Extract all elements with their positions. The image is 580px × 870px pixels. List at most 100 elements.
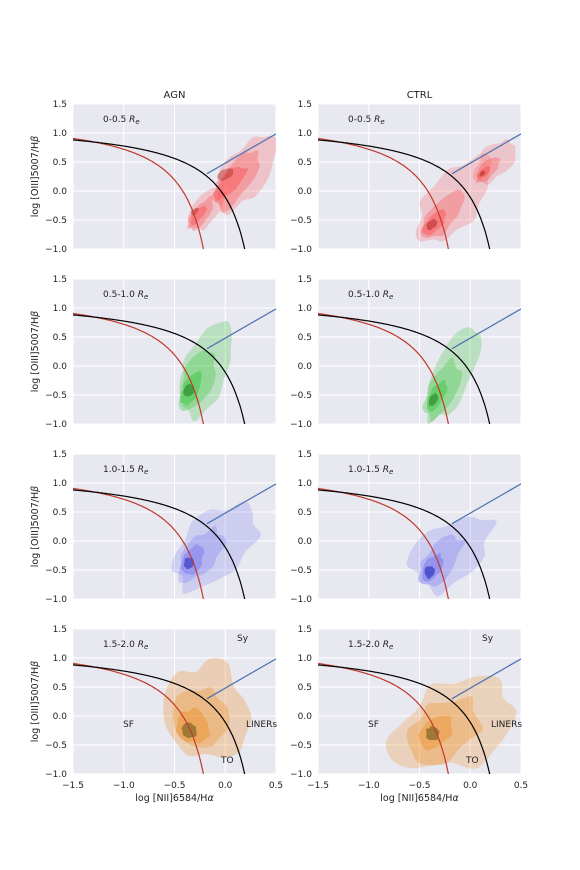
region-label-sy: Sy (482, 634, 494, 644)
y-tick-label: 0.5 (53, 683, 67, 693)
y-tick-label: 1.5 (53, 625, 67, 635)
y-tick-label: −0.5 (45, 566, 67, 576)
region-label-to: TO (220, 756, 234, 766)
y-tick-label: −1.0 (290, 245, 312, 255)
density-contour (479, 170, 486, 177)
y-tick-label: 1.5 (298, 625, 312, 635)
y-axis-label: log [OIII]5007/Hβ (30, 311, 41, 392)
seyfert-liner-line (451, 133, 521, 175)
column-title-agn: AGN (164, 90, 186, 101)
y-tick-label: 1.5 (298, 100, 312, 110)
panel-ctrl-row-3: 1.0-1.5 Re −1.0 −0.5 0.0 0.5 1.0 1.5 (290, 450, 522, 605)
density-contour (428, 392, 439, 406)
kewley-curve (73, 489, 246, 599)
x-tick-label: 0.5 (269, 781, 283, 791)
kewley-curve (73, 314, 246, 424)
y-tick-label: 0.5 (53, 158, 67, 168)
y-tick-label: −1.0 (45, 595, 67, 605)
row-label: 1.5-2.0 Re (348, 640, 393, 651)
row-label: 0.5-1.0 Re (103, 290, 148, 301)
y-tick-label: 1.0 (53, 479, 68, 489)
density-contour (171, 501, 261, 594)
y-tick-label: 1.0 (53, 129, 68, 139)
density-contour (181, 722, 197, 739)
region-label-liners: LINERs (491, 720, 522, 730)
y-tick-label: −1.0 (45, 245, 67, 255)
column-title-ctrl: CTRL (407, 90, 433, 101)
region-label-liners: LINERs (246, 720, 277, 730)
y-tick-label: −1.0 (290, 595, 312, 605)
y-tick-label: 1.5 (298, 275, 312, 285)
row-label: 0-0.5 Re (348, 115, 385, 126)
region-label-sf: SF (123, 720, 134, 730)
y-tick-label: 0.5 (298, 683, 312, 693)
y-tick-label: −1.0 (290, 770, 312, 780)
y-tick-label: 0.0 (298, 187, 313, 197)
y-tick-label: 0.0 (298, 712, 313, 722)
density-contour (385, 675, 517, 769)
density-contour (217, 168, 234, 182)
density-contour (211, 150, 260, 213)
y-axis-label: log [OIII]5007/Hβ (30, 486, 41, 567)
row-label: 0.5-1.0 Re (348, 290, 393, 301)
y-tick-label: 1.0 (298, 654, 313, 664)
y-tick-label: 0.0 (298, 362, 313, 372)
seyfert-liner-line (206, 483, 276, 525)
x-tick-label: 0.0 (463, 781, 478, 791)
kewley-curve (318, 664, 491, 774)
y-tick-label: 1.0 (53, 654, 68, 664)
y-tick-label: 1.0 (53, 304, 68, 314)
seyfert-liner-line (451, 308, 521, 350)
panel-ctrl-row-1: 0-0.5 Re −1.0 −0.5 0.0 0.5 1.0 1.5 CTRL (290, 90, 522, 255)
region-label-sy: Sy (237, 634, 249, 644)
y-tick-label: 0.5 (53, 508, 67, 518)
kewley-curve (318, 139, 491, 249)
row-label: 1.0-1.5 Re (103, 465, 148, 476)
region-label-to: TO (465, 756, 479, 766)
y-tick-label: 0.0 (53, 537, 68, 547)
y-tick-label: −1.0 (45, 420, 67, 430)
seyfert-liner-line (206, 308, 276, 350)
density-contour (183, 557, 195, 570)
kewley-curve (73, 664, 246, 774)
density-contour (475, 157, 501, 184)
x-tick-label: −1.0 (358, 781, 380, 791)
y-tick-label: 1.5 (53, 100, 67, 110)
row-label: 1.0-1.5 Re (348, 465, 393, 476)
panel-ctrl-row-2: 0.5-1.0 Re −1.0 −0.5 0.0 0.5 1.0 1.5 (290, 275, 522, 430)
y-axis-label: log [OIII]5007/Hβ (30, 136, 41, 217)
panel-agn-row-2: 0.5-1.0 Re −1.0 −0.5 0.0 0.5 1.0 1.5 log [OIII]… (30, 275, 277, 430)
region-label-sf: SF (368, 720, 379, 730)
density-contour (187, 205, 208, 226)
panel-ctrl-row-4: 1.5-2.0 Re Sy SF LINERs TO −1.0 −0.5 0.0 0.5 1.0 1… (290, 625, 528, 804)
panel-agn-row-1: 0-0.5 Re −1.0 −0.5 0.0 0.5 1.0 1.5 log [OIII]50… (30, 90, 277, 255)
density-contour (427, 327, 482, 424)
density-contour (424, 566, 435, 579)
y-tick-label: 1.0 (298, 479, 313, 489)
row-label: 1.5-2.0 Re (103, 640, 148, 651)
y-tick-label: −0.5 (45, 216, 67, 226)
y-tick-label: 0.5 (53, 333, 67, 343)
kewley-curve (73, 139, 246, 249)
y-tick-label: 0.5 (298, 508, 312, 518)
y-tick-label: −0.5 (290, 391, 312, 401)
seyfert-liner-line (206, 133, 276, 175)
x-axis-label: log [NII]6584/Hα (135, 793, 214, 804)
density-contour (178, 525, 227, 584)
y-tick-label: 1.5 (53, 275, 67, 285)
density-contour (183, 384, 195, 397)
y-tick-label: 0.0 (53, 712, 68, 722)
density-contour (426, 218, 438, 231)
density-contour (180, 321, 232, 422)
y-tick-label: 0.5 (298, 158, 312, 168)
y-axis-label: log [OIII]5007/Hβ (30, 661, 41, 742)
seyfert-liner-line (206, 658, 276, 700)
y-tick-label: −0.5 (290, 566, 312, 576)
y-tick-label: −1.0 (290, 420, 312, 430)
kewley-curve (318, 314, 491, 424)
y-tick-label: 0.5 (298, 333, 312, 343)
density-contour (217, 135, 276, 215)
kewley-curve (318, 489, 491, 599)
panel-agn-row-3: 1.0-1.5 Re −1.0 −0.5 0.0 0.5 1.0 1.5 log [OIII]… (30, 450, 277, 605)
